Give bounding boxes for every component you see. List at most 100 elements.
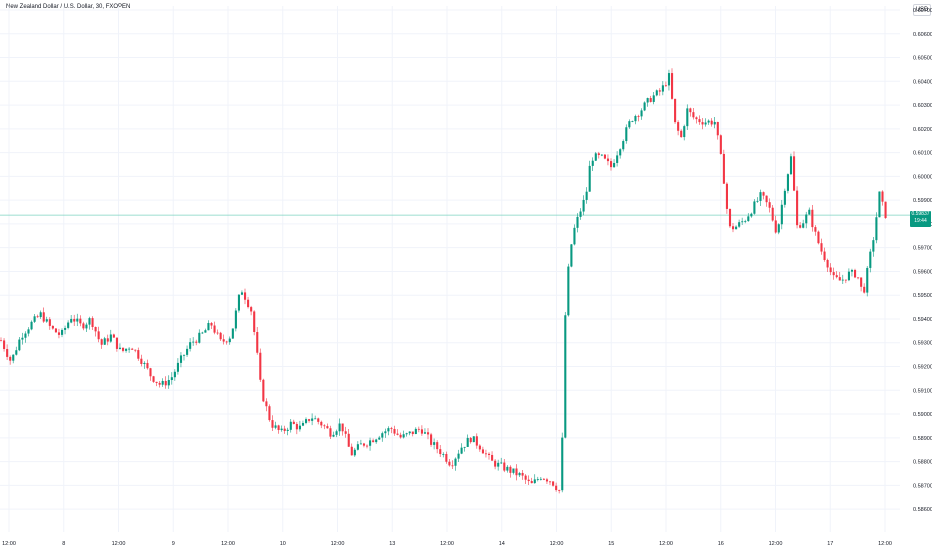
candle-body bbox=[393, 428, 396, 434]
candle-body bbox=[640, 110, 643, 117]
x-tick-label: 12:00 bbox=[440, 541, 454, 547]
x-tick-label: 12:00 bbox=[659, 541, 673, 547]
candle-body bbox=[719, 135, 722, 154]
candle-body bbox=[509, 466, 512, 473]
candle-body bbox=[811, 209, 814, 228]
candle-body bbox=[436, 442, 439, 450]
candle-body bbox=[94, 326, 97, 332]
candle-body bbox=[372, 440, 375, 443]
candle-body bbox=[189, 342, 192, 349]
candle-body bbox=[530, 481, 533, 484]
candle-body bbox=[491, 454, 494, 461]
candle-body bbox=[728, 208, 732, 227]
candle-body bbox=[835, 275, 838, 278]
candle-body bbox=[579, 211, 582, 217]
candle-body bbox=[881, 191, 884, 202]
candle-body bbox=[564, 315, 567, 438]
candle-body bbox=[661, 85, 664, 92]
candle-body bbox=[76, 318, 79, 322]
candle-body bbox=[637, 115, 640, 117]
candle-body bbox=[646, 98, 649, 103]
candle-body bbox=[521, 472, 524, 476]
candle-body bbox=[262, 379, 265, 402]
candle-body bbox=[347, 433, 350, 447]
candle-body bbox=[497, 462, 500, 467]
candle-body bbox=[311, 418, 314, 421]
candle-body bbox=[12, 354, 15, 361]
candle-body bbox=[680, 130, 683, 138]
candle-body bbox=[320, 421, 323, 426]
candle-body bbox=[103, 338, 106, 345]
candle-body bbox=[198, 332, 201, 343]
candle-body bbox=[353, 449, 356, 456]
candle-body bbox=[109, 334, 112, 342]
candle-body bbox=[51, 325, 54, 329]
candle-body bbox=[301, 422, 305, 426]
candle-body bbox=[338, 423, 341, 432]
candle-body bbox=[323, 425, 326, 427]
candle-body bbox=[137, 350, 140, 359]
candle-body bbox=[213, 325, 216, 333]
candle-body bbox=[741, 221, 744, 223]
y-tick-label: 0.58900 bbox=[913, 436, 932, 442]
candle-body bbox=[67, 322, 70, 328]
candle-body bbox=[39, 312, 42, 318]
candle-body bbox=[237, 294, 240, 311]
x-tick-label: 12:00 bbox=[112, 541, 126, 547]
candle-body bbox=[588, 165, 591, 192]
candle-body bbox=[9, 356, 12, 361]
candle-body bbox=[332, 434, 335, 437]
candle-body bbox=[732, 226, 735, 230]
candle-body bbox=[79, 318, 82, 324]
grid-lines bbox=[0, 6, 900, 532]
candle-body bbox=[664, 85, 667, 87]
candle-body bbox=[701, 122, 704, 125]
candle-body bbox=[585, 191, 588, 200]
candle-body bbox=[863, 286, 866, 293]
candle-body bbox=[597, 153, 600, 155]
y-tick-label: 0.59700 bbox=[913, 246, 932, 252]
candle-body bbox=[176, 362, 179, 372]
candle-body bbox=[350, 446, 353, 456]
x-tick-label: 12:00 bbox=[550, 541, 564, 547]
candle-body bbox=[423, 432, 427, 434]
candle-body bbox=[64, 327, 67, 330]
candle-body bbox=[750, 213, 753, 217]
bar-countdown: 19:44 bbox=[914, 218, 927, 224]
candle-body bbox=[70, 318, 73, 323]
candle-body bbox=[170, 377, 173, 381]
candle-body bbox=[439, 449, 442, 455]
candle-body bbox=[524, 475, 527, 480]
candle-body bbox=[536, 479, 539, 480]
candle-body bbox=[478, 445, 481, 450]
candle-body bbox=[91, 318, 94, 327]
candle-body bbox=[610, 161, 613, 168]
candle-body bbox=[844, 279, 847, 281]
candle-body bbox=[427, 432, 430, 435]
candle-body bbox=[552, 481, 555, 486]
candle-body bbox=[155, 381, 158, 383]
candle-body bbox=[808, 209, 811, 215]
candle-body bbox=[475, 436, 478, 446]
y-tick-label: 0.59900 bbox=[913, 198, 932, 204]
x-tick-label: 16 bbox=[718, 541, 724, 547]
candle-body bbox=[259, 352, 262, 380]
candle-body bbox=[469, 437, 472, 443]
y-tick-label: 0.58700 bbox=[913, 483, 932, 489]
candle-body bbox=[161, 380, 164, 385]
candle-body bbox=[216, 332, 219, 334]
candle-body bbox=[744, 221, 747, 222]
candle-body bbox=[164, 380, 167, 386]
chart-title: New Zealand Dollar / U.S. Dollar, 30, FX… bbox=[6, 4, 131, 10]
candle-body bbox=[466, 437, 469, 447]
candle-body bbox=[280, 428, 283, 431]
candle-body bbox=[222, 339, 225, 342]
currency-button[interactable]: USD bbox=[913, 4, 931, 16]
candle-body bbox=[286, 429, 289, 431]
candle-body bbox=[759, 192, 762, 201]
candle-body bbox=[402, 434, 405, 438]
candle-body bbox=[756, 200, 759, 202]
candle-body bbox=[158, 382, 161, 385]
candle-body bbox=[829, 267, 832, 273]
y-tick-label: 0.60100 bbox=[913, 151, 932, 157]
